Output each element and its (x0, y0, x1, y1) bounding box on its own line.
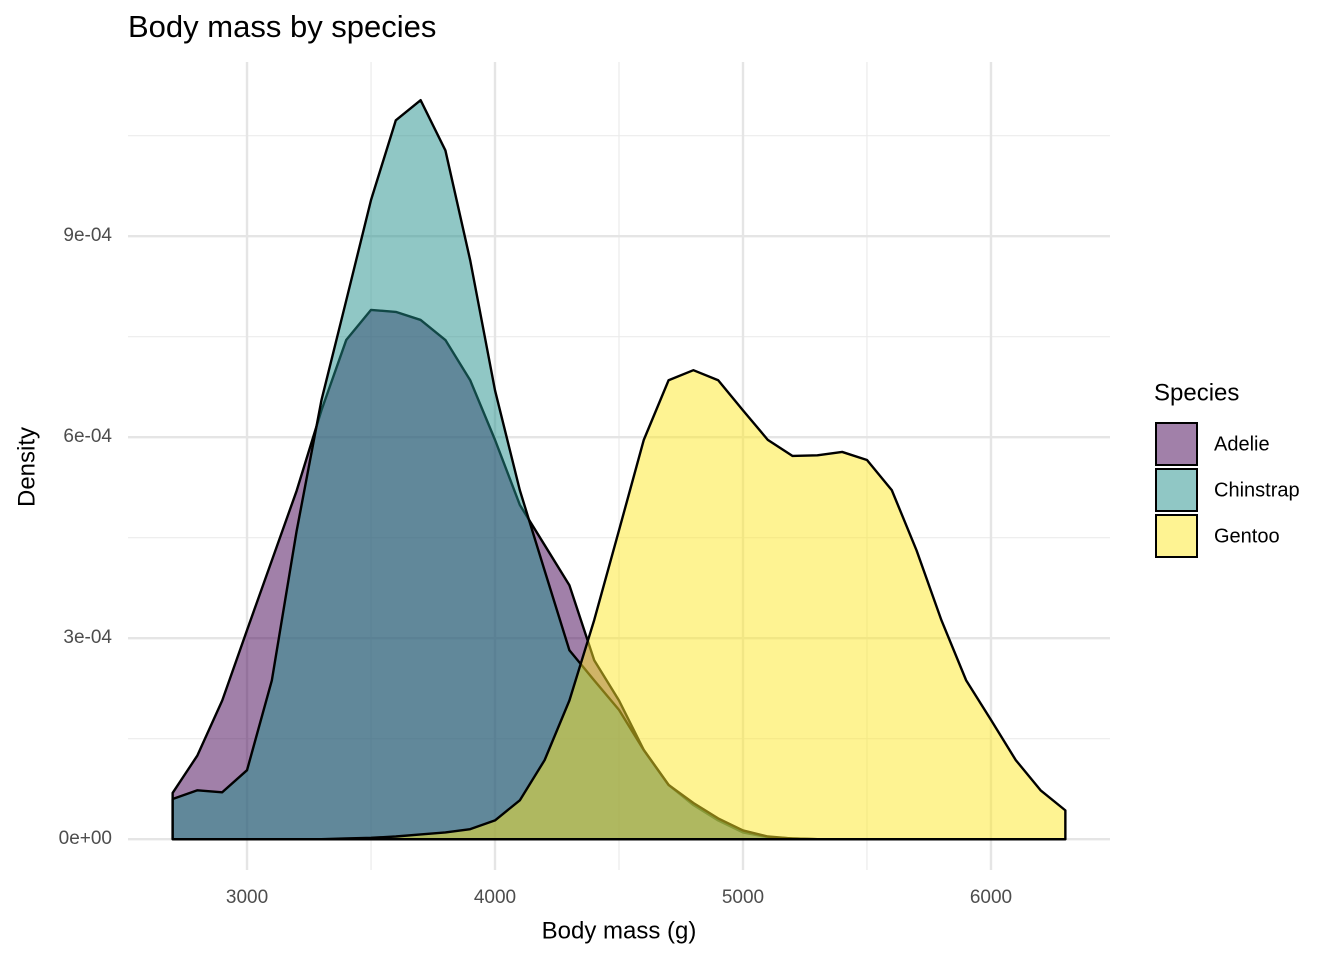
x-tick-label: 6000 (970, 887, 1012, 908)
y-tick-label: 6e-04 (63, 426, 112, 447)
legend-label: Gentoo (1214, 525, 1280, 547)
y-tick-label: 3e-04 (63, 627, 112, 648)
legend-label: Adelie (1214, 433, 1270, 455)
x-tick-label: 3000 (226, 887, 268, 908)
density-area (171, 368, 1067, 841)
chart-title: Body mass by species (128, 9, 436, 44)
legend-label: Chinstrap (1214, 479, 1300, 501)
x-tick-label: 5000 (722, 887, 764, 908)
legend-key (1155, 514, 1198, 558)
legend-title: Species (1154, 379, 1239, 406)
legend-key (1155, 468, 1198, 512)
y-tick-label: 9e-04 (63, 225, 112, 246)
legend-key (1155, 422, 1198, 466)
y-axis-label: Density (13, 427, 40, 507)
y-tick-label: 0e+00 (59, 828, 112, 849)
x-axis-label: Body mass (g) (542, 917, 697, 944)
x-tick-label: 4000 (474, 887, 516, 908)
